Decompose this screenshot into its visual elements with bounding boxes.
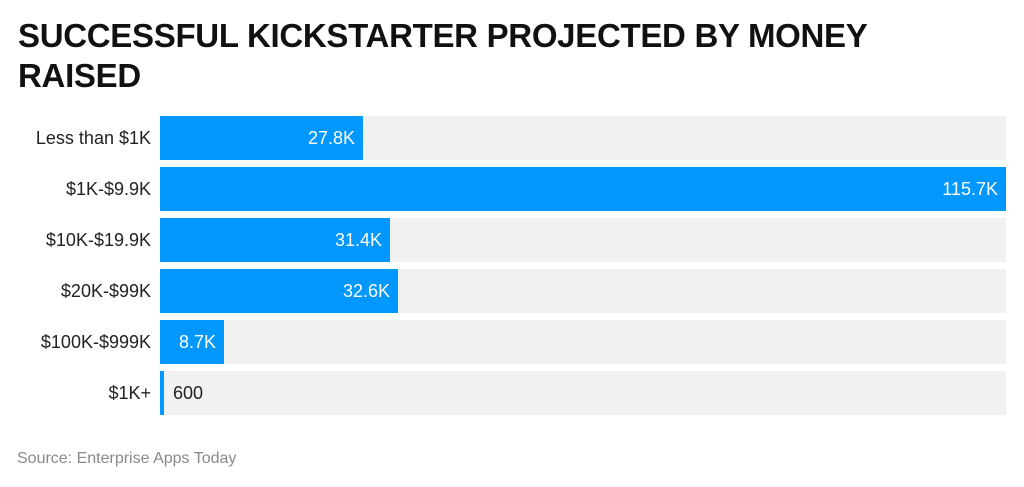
category-label: $1K+	[108, 383, 151, 403]
bar	[160, 116, 363, 160]
bar	[160, 320, 224, 364]
category-label: $100K-$999K	[40, 332, 151, 352]
chart-title: SUCCESSFUL KICKSTARTER PROJECTED BY MONE…	[18, 17, 867, 94]
value-label: 8.7K	[178, 332, 216, 352]
value-label: 32.6K	[342, 281, 390, 301]
bar-row: $100K-$999K 8.7K	[0, 320, 1024, 364]
bar-track: 27.8K	[160, 116, 1006, 160]
category-label: Less than $1K	[35, 128, 151, 148]
bar	[160, 167, 1006, 211]
bar-row: $10K-$19.9K 31.4K	[0, 218, 1024, 262]
category-label: $10K-$19.9K	[45, 230, 151, 250]
value-label: 115.7K	[942, 179, 998, 199]
source-note: Source: Enterprise Apps Today	[17, 450, 237, 467]
bar-row: Less than $1K 27.8K	[0, 116, 1024, 160]
bar-row: $20K-$99K 32.6K	[0, 269, 1024, 313]
bar	[160, 218, 390, 262]
bar-row: $1K-$9.9K 115.7K	[0, 167, 1024, 211]
bar	[160, 269, 398, 313]
bar	[160, 371, 164, 415]
bar-track: 31.4K	[160, 218, 1006, 262]
bar-track: 8.7K	[160, 320, 1006, 364]
category-label: $20K-$99K	[60, 281, 151, 301]
value-label: 31.4K	[334, 230, 382, 250]
bar-track: 115.7K	[160, 167, 1006, 211]
category-label: $1K-$9.9K	[65, 179, 151, 199]
bar-track: 32.6K	[160, 269, 1006, 313]
bar-track: 600	[160, 371, 1006, 415]
bar-row: $1K+ 600	[0, 371, 1024, 415]
value-label: 600	[173, 383, 204, 403]
value-label: 27.8K	[307, 128, 355, 148]
